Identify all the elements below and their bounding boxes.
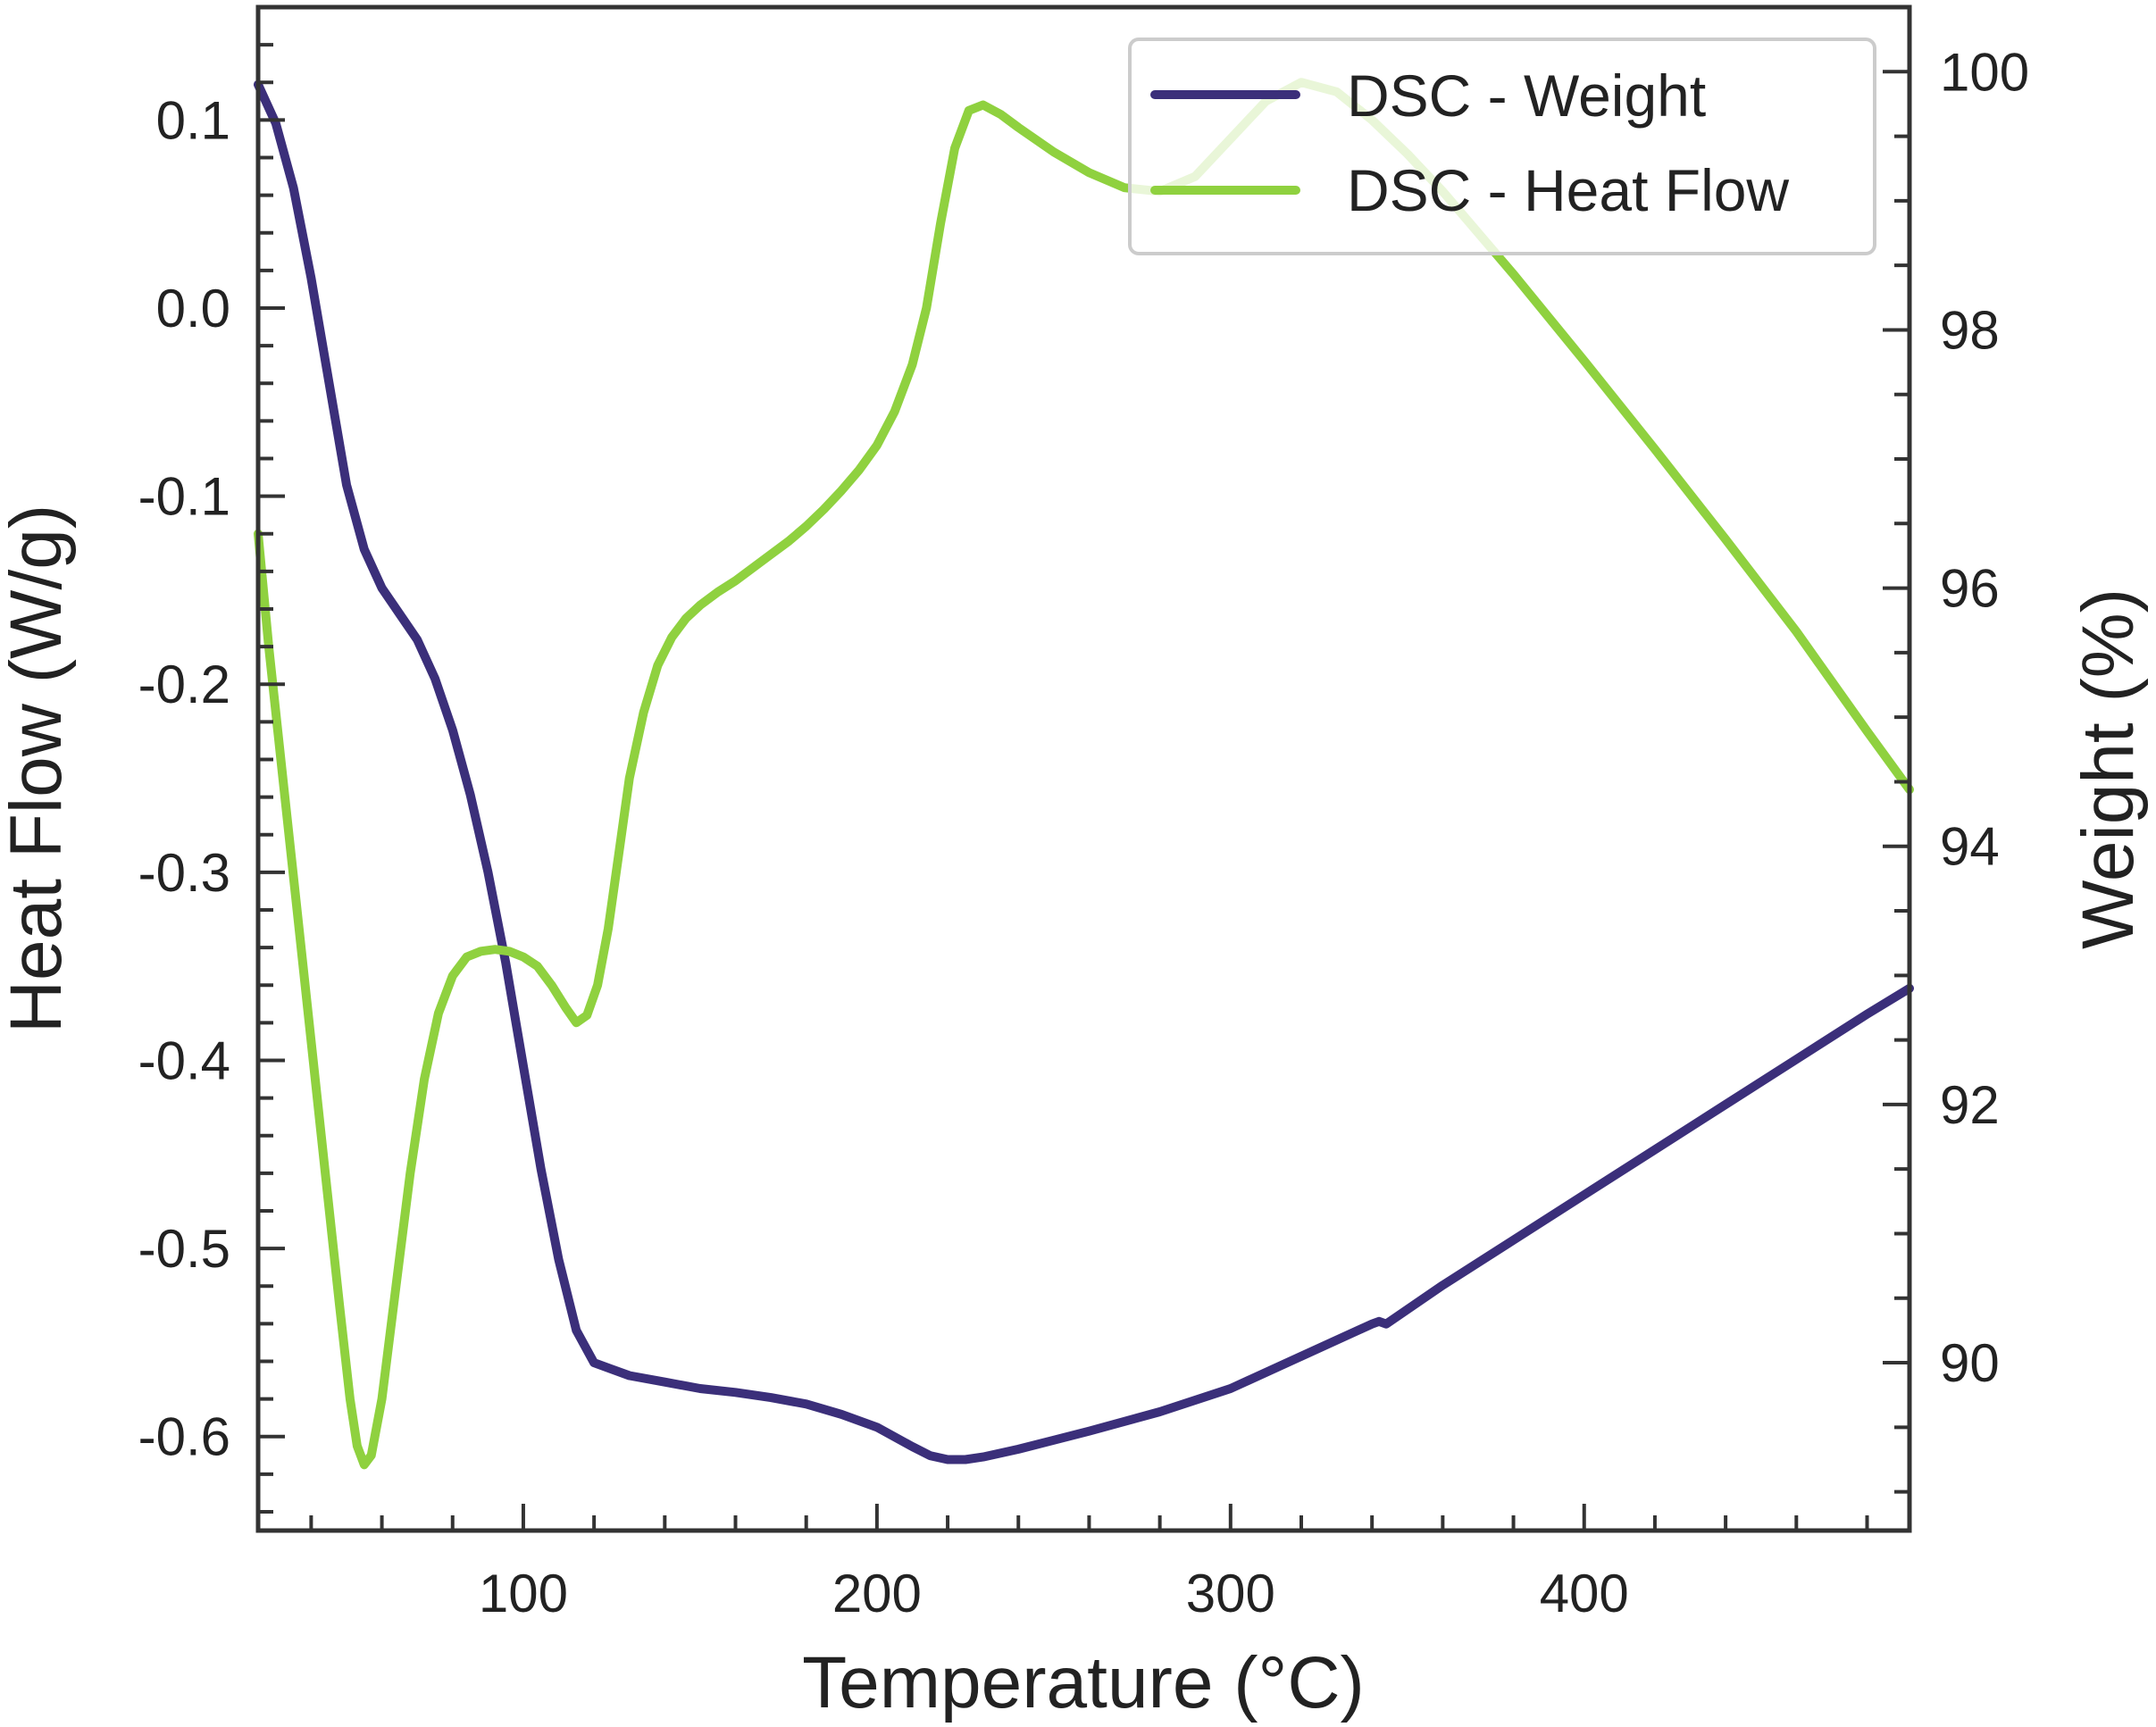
y-left-tick-label: 0.0 [156, 279, 230, 338]
plot-lines [254, 78, 1914, 1470]
series-line-weight [254, 79, 1914, 1464]
y-right-tick-label: 100 [1940, 42, 2029, 102]
y-left-tick-label: 0.1 [156, 90, 230, 150]
x-tick-label: 300 [1186, 1564, 1275, 1623]
y-right-tick-label: 92 [1940, 1075, 2000, 1135]
x-tick-label: 400 [1540, 1564, 1629, 1623]
y-right-tick-label: 90 [1940, 1333, 2000, 1393]
legend-label-heat-flow: DSC - Heat Flow [1347, 157, 1789, 223]
y-left-tick-label: -0.1 [138, 467, 230, 527]
y-right-tick-label: 98 [1940, 300, 2000, 360]
y-axis-left-title: Heat Flow (W/g) [0, 505, 77, 1033]
x-tick-label: 200 [832, 1564, 922, 1623]
x-tick-label: 100 [479, 1564, 568, 1623]
y-right-tick-label: 94 [1940, 817, 2000, 877]
x-axis-title: Temperature (°C) [802, 1642, 1365, 1723]
legend-box [1128, 38, 1876, 255]
series-line-heat-flow [254, 78, 1914, 1470]
y-left-tick-label: -0.4 [138, 1030, 230, 1090]
plot-frame [255, 4, 1912, 1533]
y-left-tick-label: -0.6 [138, 1407, 230, 1467]
y-left-tick-label: -0.3 [138, 843, 230, 903]
y-left-tick-label: -0.2 [138, 655, 230, 714]
legend: DSC - Weight DSC - Heat Flow [1128, 38, 1876, 255]
y-axis-right-title: Weight (%) [2068, 588, 2149, 949]
axes-ticks [258, 43, 1909, 1531]
y-left-tick-label: -0.5 [138, 1219, 230, 1279]
y-right-tick-label: 96 [1940, 559, 2000, 619]
tick-labels: 100 200 300 400 0.1 0.0 -0.1 -0.2 -0.3 -0.4 -0.5 -0… [138, 42, 2030, 1623]
legend-label-weight: DSC - Weight [1347, 63, 1706, 129]
